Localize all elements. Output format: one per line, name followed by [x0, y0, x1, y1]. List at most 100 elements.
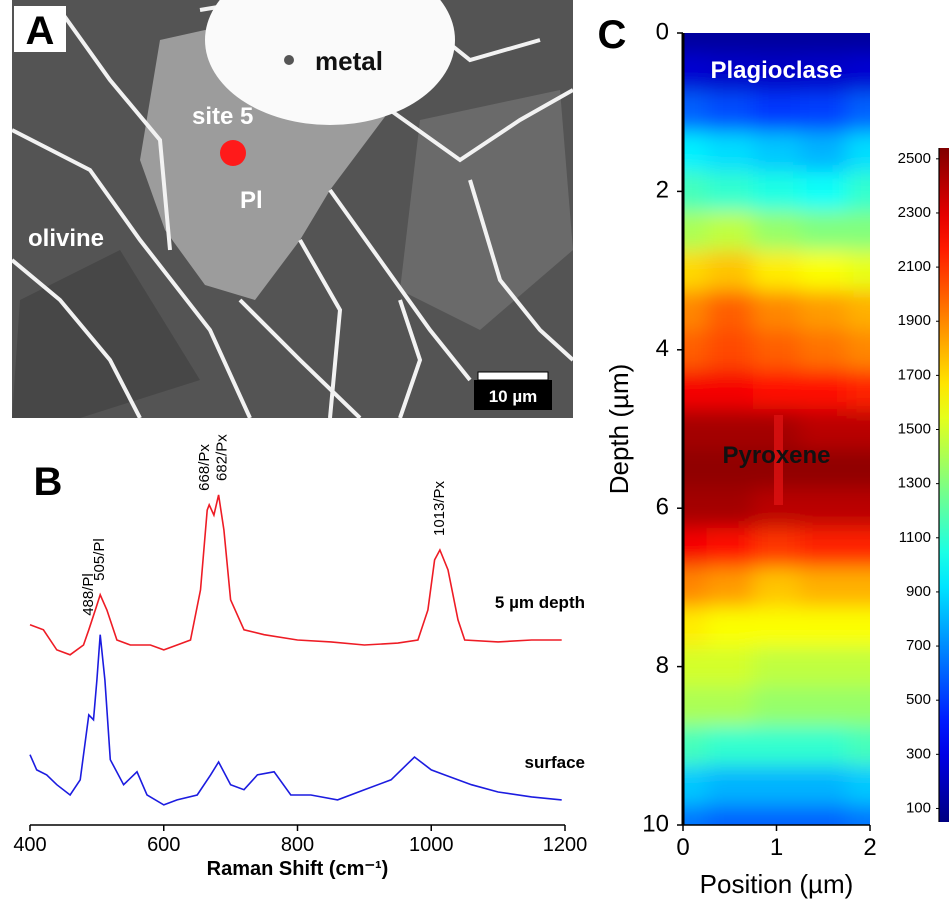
- heatmap-cell: [753, 171, 801, 212]
- spectrum-line: [29, 494, 562, 656]
- heatmap-cell: [846, 92, 870, 133]
- heatmap-cell: [753, 132, 801, 173]
- scale-bar-label: 10 µm: [489, 387, 538, 406]
- heatmap-cell: [683, 448, 707, 489]
- heatmap-cell: [706, 726, 754, 767]
- heatmap-cell: [846, 33, 870, 54]
- heatmap-cell: [846, 567, 870, 608]
- heatmap-cell: [799, 607, 848, 648]
- heatmap-cell: [753, 607, 801, 648]
- heatmap-cell: [706, 250, 754, 291]
- heatmap-cell: [753, 686, 801, 727]
- peak-label: 505/Pl: [91, 538, 108, 581]
- series-label: 5 µm depth: [495, 593, 585, 612]
- heatmap-cell: [683, 33, 707, 54]
- heatmap-cell: [706, 330, 754, 371]
- image-label: metal: [315, 46, 383, 76]
- heatmap-cell: [799, 567, 848, 608]
- heatmap-cell: [799, 290, 848, 331]
- colorbar-tick-label: 2500: [898, 150, 931, 167]
- heatmap-cell: [753, 330, 801, 371]
- heatmap-cell: [683, 726, 707, 767]
- heatmap-cell: [799, 211, 848, 252]
- peak-label: 1013/Px: [431, 480, 448, 536]
- heatmap-cell: [683, 488, 707, 529]
- heatmap-cell: [753, 528, 801, 569]
- heatmap-cell: [753, 92, 801, 133]
- heatmap-cell: [683, 567, 707, 608]
- heatmap-cell: [706, 92, 754, 133]
- heatmap-cell: [706, 765, 754, 806]
- heatmap-cell: [799, 528, 848, 569]
- heatmap-cell: [706, 33, 754, 54]
- y-axis-title: Depth (µm): [604, 364, 634, 495]
- colorbar-tick-label: 100: [906, 799, 931, 816]
- colorbar-tick-label: 1700: [898, 366, 931, 383]
- colorbar-tick-label: 1900: [898, 312, 931, 329]
- heatmap-cell: [846, 132, 870, 173]
- heatmap-cell: [683, 330, 707, 371]
- heatmap-cell: [683, 52, 707, 93]
- x-tick-label: 1: [770, 834, 783, 861]
- heatmap-cell: [706, 171, 754, 212]
- heatmap-cell: [683, 369, 707, 410]
- spectrum-line: [29, 634, 562, 806]
- x-tick-label: 0: [676, 834, 689, 861]
- y-tick-label: 0: [656, 18, 669, 45]
- series-label: surface: [525, 753, 585, 772]
- heatmap-cell: [683, 132, 707, 173]
- heatmap-cell: [753, 33, 801, 54]
- heatmap-cell: [706, 52, 754, 93]
- heatmap-cell: [683, 765, 707, 806]
- colorbar-tick-label: 1300: [898, 475, 931, 492]
- colorbar-tick-label: 900: [906, 583, 931, 600]
- heatmap-cell: [706, 686, 754, 727]
- peak-label: 682/Px: [214, 434, 231, 481]
- heatmap-cell: [683, 686, 707, 727]
- region-label: Plagioclase: [710, 57, 842, 84]
- heatmap-cell: [706, 409, 754, 450]
- heatmap-cell: [846, 409, 870, 450]
- heatmap-cell: [799, 726, 848, 767]
- y-tick-label: 2: [656, 177, 669, 204]
- peak-label: 668/Px: [196, 444, 213, 491]
- colorbar-tick-label: 1100: [899, 529, 931, 546]
- heatmap-cell: [799, 369, 848, 410]
- heatmap-cell: [846, 607, 870, 648]
- heatmap-cell: [846, 488, 870, 529]
- heatmap-cell: [706, 369, 754, 410]
- heatmap-cell: [683, 805, 707, 825]
- x-tick-label: 1200: [543, 834, 588, 856]
- heatmap-cell: [706, 290, 754, 331]
- heatmap-cell: [683, 409, 707, 450]
- peak-label: 488/Pl: [80, 573, 97, 616]
- heatmap-cell: [706, 132, 754, 173]
- heatmap-cell: [846, 330, 870, 371]
- heatmap-cell: [846, 171, 870, 212]
- heatmap-cell: [799, 448, 848, 489]
- heatmap-cell: [683, 92, 707, 133]
- panel-letter: C: [598, 13, 627, 57]
- heatmap-cell: [846, 52, 870, 93]
- scale-bar-box: [474, 380, 552, 410]
- heatmap-cell: [846, 686, 870, 727]
- heatmap-cell: [846, 528, 870, 569]
- x-axis-title: Raman Shift (cm⁻¹): [207, 858, 389, 880]
- heatmap-cell: [799, 52, 848, 93]
- y-tick-label: 10: [642, 810, 669, 837]
- heatmap-cell: [683, 290, 707, 331]
- heatmap-cell: [799, 488, 848, 529]
- heatmap-cell: [846, 448, 870, 489]
- x-tick-label: 400: [13, 834, 46, 856]
- y-tick-label: 4: [656, 335, 669, 362]
- heatmap-cell: [799, 805, 848, 825]
- heatmap-cell: [799, 765, 848, 806]
- heatmap-cell: [846, 369, 870, 410]
- region-label: Pyroxene: [722, 442, 830, 469]
- heatmap-cell: [799, 250, 848, 291]
- heatmap-cell: [706, 607, 754, 648]
- heatmap-cell: [846, 211, 870, 252]
- colorbar: [939, 148, 949, 822]
- heatmap-cell: [683, 646, 707, 687]
